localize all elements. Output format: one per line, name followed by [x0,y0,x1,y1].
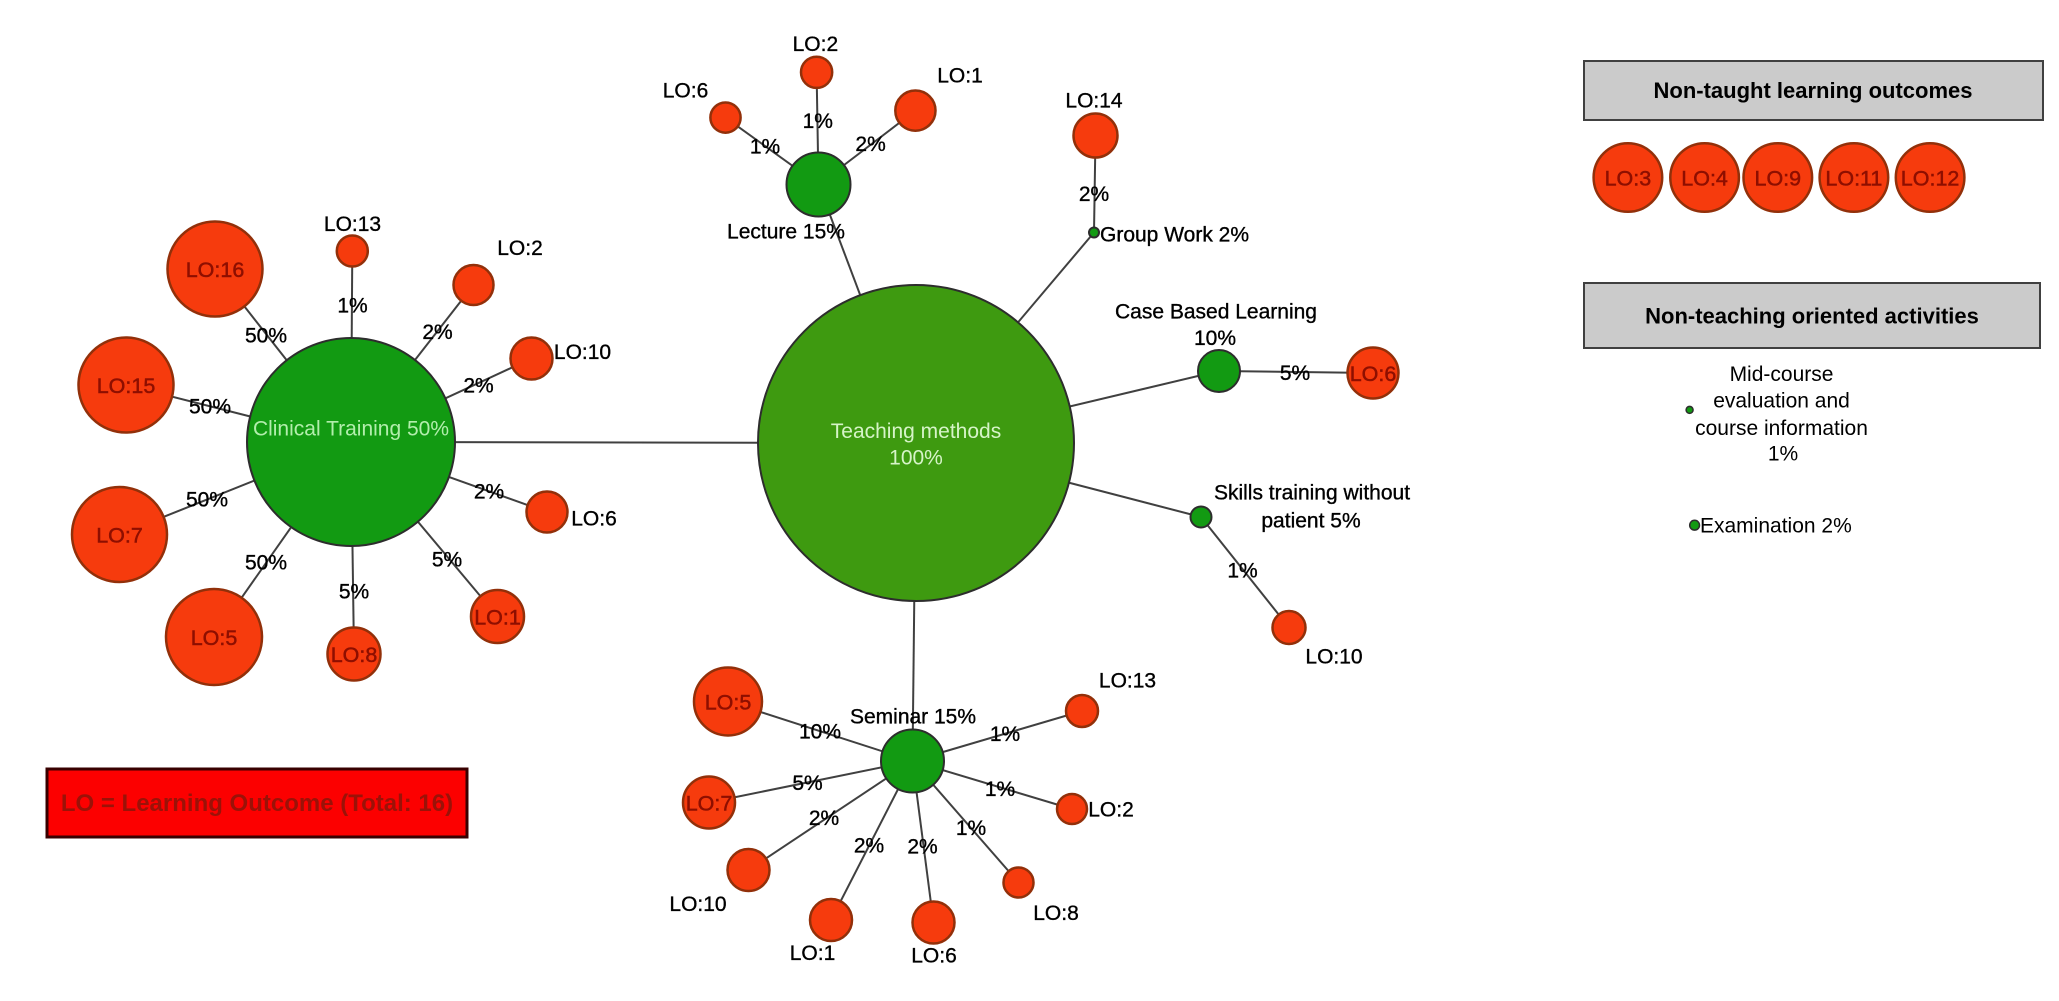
svg-text:LO:14: LO:14 [1065,90,1123,113]
svg-text:Case Based Learning: Case Based Learning [1115,301,1317,324]
svg-text:LO:10: LO:10 [1305,646,1362,669]
svg-text:Mid-course: Mid-course [1730,363,1834,386]
svg-text:LO:1: LO:1 [937,65,983,88]
svg-text:2%: 2% [809,807,839,830]
svg-text:Clinical Training 50%: Clinical Training 50% [253,418,449,441]
svg-text:LO = Learning Outcome (Total:: LO = Learning Outcome (Total: 16) [61,790,453,817]
svg-text:LO:6: LO:6 [571,508,617,531]
svg-text:Group Work 2%: Group Work 2% [1100,224,1249,247]
svg-text:Teaching methods: Teaching methods [831,420,1001,443]
svg-text:patient 5%: patient 5% [1261,510,1360,533]
svg-text:LO:13: LO:13 [324,213,381,236]
svg-text:LO:6: LO:6 [663,80,709,103]
svg-text:50%: 50% [245,552,287,575]
svg-text:10%: 10% [1194,327,1236,350]
svg-text:LO:6: LO:6 [911,945,957,968]
svg-text:50%: 50% [189,396,231,419]
svg-text:1%: 1% [990,723,1020,746]
svg-text:1%: 1% [750,136,780,159]
svg-text:2%: 2% [907,836,937,859]
svg-text:LO:2: LO:2 [497,237,543,260]
svg-text:Skills training without: Skills training without [1214,482,1410,505]
svg-text:Non-taught learning outcomes: Non-taught learning outcomes [1654,78,1973,103]
svg-text:evaluation and: evaluation and [1713,390,1850,413]
svg-text:50%: 50% [245,325,287,348]
svg-text:100%: 100% [889,447,943,470]
svg-text:LO:5: LO:5 [191,626,238,650]
svg-text:Examination 2%: Examination 2% [1700,515,1852,538]
svg-text:1%: 1% [985,778,1015,801]
svg-text:LO:1: LO:1 [474,605,521,629]
svg-text:LO:12: LO:12 [1901,166,1960,190]
svg-text:course information: course information [1695,417,1868,440]
svg-text:Seminar 15%: Seminar 15% [850,706,976,729]
svg-text:50%: 50% [186,489,228,512]
svg-text:LO:2: LO:2 [793,33,839,56]
svg-text:LO:10: LO:10 [669,893,726,916]
svg-text:5%: 5% [792,772,822,795]
svg-text:Lecture 15%: Lecture 15% [727,221,845,244]
svg-text:LO:6: LO:6 [1350,362,1397,386]
svg-text:5%: 5% [432,549,462,572]
svg-text:2%: 2% [854,835,884,858]
svg-text:LO:4: LO:4 [1681,166,1728,190]
svg-text:1%: 1% [803,110,833,133]
svg-text:2%: 2% [855,133,885,156]
svg-text:LO:10: LO:10 [554,341,611,364]
svg-text:LO:15: LO:15 [97,374,156,398]
svg-text:2%: 2% [474,481,504,504]
svg-text:LO:8: LO:8 [1033,902,1079,925]
svg-text:5%: 5% [1280,362,1310,385]
svg-text:LO:13: LO:13 [1099,670,1156,693]
svg-text:1%: 1% [1227,560,1257,583]
svg-text:LO:1: LO:1 [790,942,836,965]
svg-text:LO:3: LO:3 [1605,166,1652,190]
svg-text:1%: 1% [956,817,986,840]
svg-text:LO:8: LO:8 [331,643,378,667]
svg-text:2%: 2% [463,375,493,398]
svg-text:LO:11: LO:11 [1825,166,1882,190]
svg-text:LO:7: LO:7 [96,523,143,547]
svg-text:2%: 2% [422,321,452,344]
svg-text:LO:9: LO:9 [1754,166,1801,190]
svg-text:10%: 10% [799,721,841,744]
svg-text:LO:5: LO:5 [705,690,752,714]
svg-text:5%: 5% [339,581,369,604]
svg-text:1%: 1% [337,295,367,318]
svg-text:LO:7: LO:7 [686,791,733,815]
svg-text:LO:2: LO:2 [1088,799,1134,822]
svg-text:1%: 1% [1768,443,1798,466]
svg-text:LO:16: LO:16 [186,258,245,282]
svg-text:Non-teaching oriented activiti: Non-teaching oriented activities [1645,304,1979,329]
svg-text:2%: 2% [1079,183,1109,206]
